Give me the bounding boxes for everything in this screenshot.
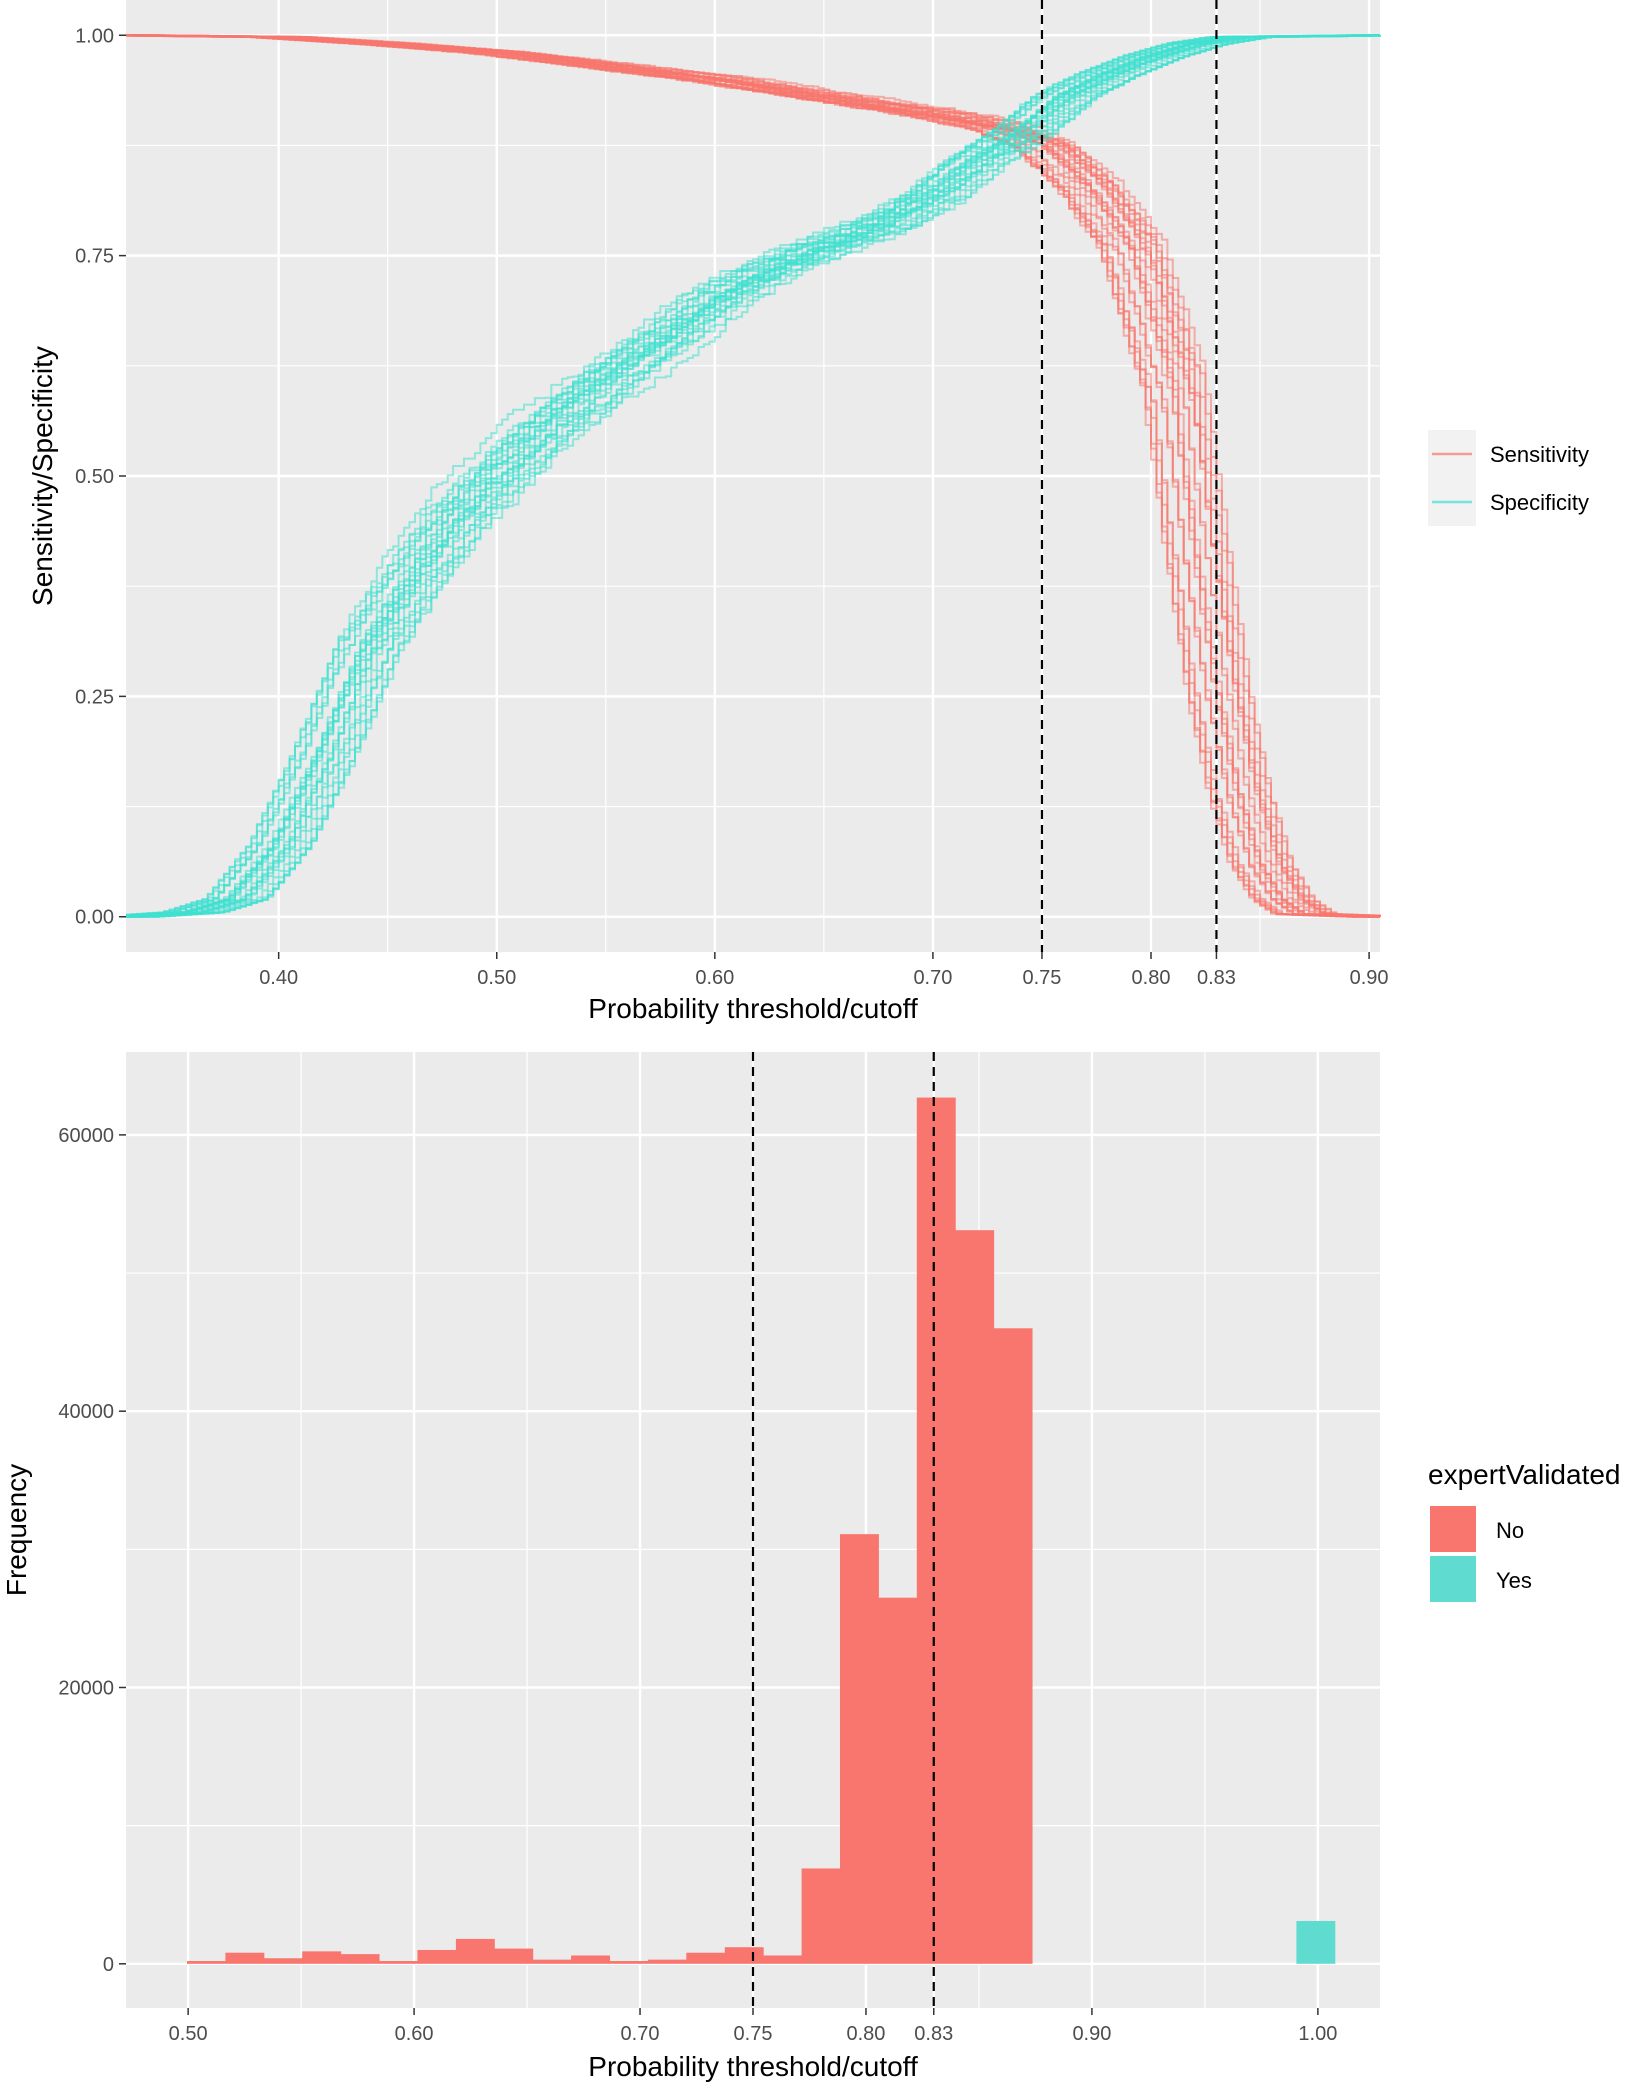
x-tick-label: 0.60 (695, 967, 734, 989)
x-tick-label: 0.50 (477, 967, 516, 989)
histogram-bar-no (532, 1959, 572, 1964)
histogram-bar-no (724, 1947, 764, 1964)
sens-spec-curves (126, 34, 1381, 918)
y-tick-label: 0.25 (75, 686, 114, 708)
histogram-bar-no (801, 1868, 841, 1964)
histogram-bar-no (225, 1952, 265, 1964)
histogram-bar-no (494, 1948, 534, 1964)
x-tick-label: 0.70 (913, 967, 952, 989)
legend-title-expert-validated: expertValidated (1428, 1459, 1621, 1490)
histogram-bar-no (993, 1328, 1033, 1964)
y-tick-label: 20000 (58, 1677, 114, 1699)
sensitivity-curve-25 (126, 34, 1381, 917)
x-tick-label: 0.83 (914, 2023, 953, 2045)
histogram-cutoff-lines (751, 1052, 935, 2008)
histogram-bar-no (647, 1959, 687, 1964)
specificity-curve-21 (126, 34, 1381, 918)
sens-spec-cutoff-lines (1040, 0, 1218, 952)
sens-spec-legend: Sensitivity Specificity (1428, 430, 1589, 526)
x-tick-label: 0.80 (1132, 967, 1171, 989)
histogram-bar-no (686, 1952, 726, 1964)
legend-label-yes: Yes (1496, 1568, 1532, 1593)
histogram-bar-no (187, 1961, 226, 1964)
histogram-bar-no (302, 1951, 342, 1964)
histogram-bars (187, 1097, 1336, 1964)
x-tick-label: 0.80 (847, 2023, 886, 2045)
histogram-bar-no (763, 1955, 803, 1964)
x-tick-label: 0.60 (395, 2023, 434, 2045)
histogram-bar-no (916, 1097, 956, 1964)
x-tick-label: 0.50 (169, 2023, 208, 2045)
histogram-bar-yes (1296, 1920, 1336, 1964)
histogram-legend: expertValidated No Yes (1428, 1459, 1621, 1602)
legend-label-no: No (1496, 1518, 1524, 1543)
specificity-curve-25 (126, 34, 1380, 916)
x-tick-label: 0.75 (1022, 967, 1061, 989)
histogram-bar-no (455, 1938, 495, 1964)
histogram-bar-no (839, 1534, 879, 1964)
x-tick-label: 1.00 (1298, 2023, 1337, 2045)
x-tick-label: 0.83 (1197, 967, 1236, 989)
sens-spec-y-axis-title: Sensitivity/Specificity (27, 346, 58, 606)
sensitivity-curve-24 (126, 34, 1380, 918)
y-tick-label: 0 (103, 1954, 114, 1976)
histogram-gridlines (126, 1052, 1380, 2008)
legend-key-yes (1430, 1556, 1476, 1602)
sens-spec-chart: 0.00 0.25 0.50 0.75 1.00 0.40 0.50 0.60 0.70 0.75… (27, 0, 1589, 1024)
histogram-y-axis-title: Frequency (1, 1464, 32, 1596)
histogram-chart: 0 20000 40000 60000 0.50 0.60 0.70 0.75 0.80 0.83… (1, 1052, 1621, 2082)
histogram-bar-no (379, 1961, 418, 1964)
specificity-curve-15 (126, 34, 1381, 918)
histogram-bar-no (955, 1230, 995, 1964)
y-tick-label: 60000 (58, 1125, 114, 1147)
histogram-bar-no (340, 1954, 380, 1964)
y-tick-label: 0.75 (75, 246, 114, 268)
legend-label-specificity: Specificity (1490, 490, 1589, 515)
y-tick-label: 1.00 (75, 25, 114, 47)
legend-label-sensitivity: Sensitivity (1490, 442, 1589, 467)
y-tick-label: 0.50 (75, 466, 114, 488)
histogram-bar-no (571, 1955, 611, 1964)
y-tick-label: 0.00 (75, 907, 114, 929)
x-tick-label: 0.90 (1350, 967, 1389, 989)
legend-key-no (1430, 1506, 1476, 1552)
specificity-curve-20 (126, 34, 1380, 917)
histogram-bar-no (609, 1961, 649, 1964)
histogram-bar-no (417, 1949, 457, 1964)
y-tick-label: 40000 (58, 1401, 114, 1423)
specificity-curve-23 (126, 34, 1380, 918)
histogram-bar-no (263, 1958, 303, 1964)
histogram-x-axis-title: Probability threshold/cutoff (588, 2051, 918, 2082)
sens-spec-axes: 0.00 0.25 0.50 0.75 1.00 0.40 0.50 0.60 0.70 0.75… (75, 25, 1389, 989)
x-tick-label: 0.40 (259, 967, 298, 989)
sens-spec-x-axis-title: Probability threshold/cutoff (588, 993, 918, 1024)
x-tick-label: 0.70 (621, 2023, 660, 2045)
x-tick-label: 0.75 (734, 2023, 773, 2045)
specificity-curve-18 (126, 34, 1381, 918)
x-tick-label: 0.90 (1072, 2023, 1111, 2045)
histogram-axes: 0 20000 40000 60000 0.50 0.60 0.70 0.75 0.80 0.83… (58, 1125, 1337, 2045)
histogram-bar-no (878, 1597, 918, 1964)
specificity-curve-24 (126, 34, 1381, 918)
